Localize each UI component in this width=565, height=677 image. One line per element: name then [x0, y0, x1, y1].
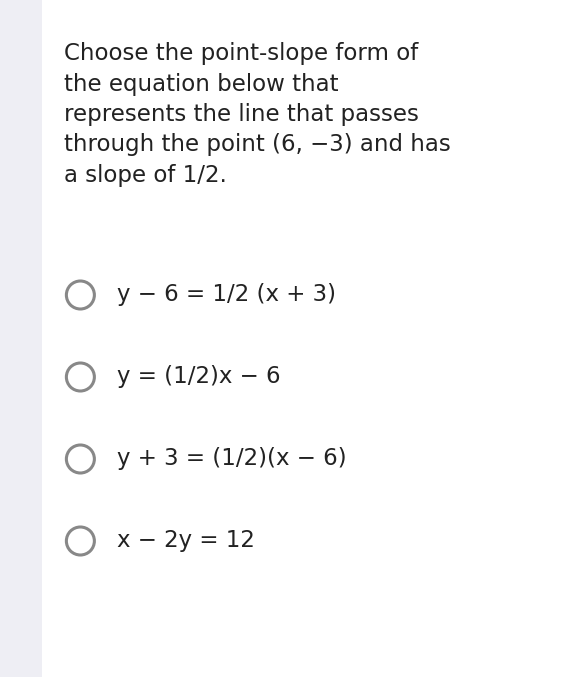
Text: a slope of 1/2.: a slope of 1/2.	[64, 164, 227, 187]
Text: represents the line that passes: represents the line that passes	[64, 103, 419, 126]
Text: y − 6 = 1/2 (x + 3): y − 6 = 1/2 (x + 3)	[118, 284, 336, 307]
Text: through the point (6, −3) and has: through the point (6, −3) and has	[64, 133, 451, 156]
Text: Choose the point-slope form of: Choose the point-slope form of	[64, 42, 419, 65]
Text: y = (1/2)x − 6: y = (1/2)x − 6	[118, 366, 281, 389]
Text: the equation below that: the equation below that	[64, 72, 339, 95]
Text: y + 3 = (1/2)(x − 6): y + 3 = (1/2)(x − 6)	[118, 447, 347, 471]
Text: x − 2y = 12: x − 2y = 12	[118, 529, 255, 552]
Bar	[0, 0, 42, 677]
